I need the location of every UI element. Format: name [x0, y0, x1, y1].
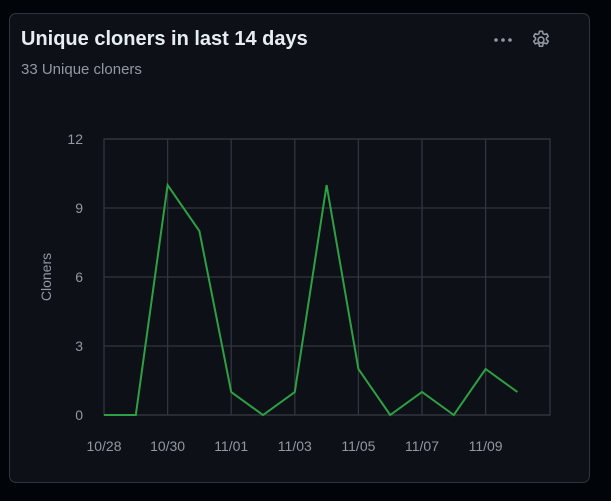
y-tick-label: 12	[67, 131, 83, 147]
chart-series	[104, 185, 517, 415]
x-tick-label: 11/07	[405, 438, 439, 454]
x-tick-label: 11/09	[469, 438, 503, 454]
x-axis-ticks: 10/28 10/30 11/01 11/03 11/05 11/07 11/09	[86, 438, 502, 454]
y-axis-label: Cloners	[38, 253, 54, 301]
x-tick-label: 11/01	[214, 438, 248, 454]
y-tick-label: 3	[75, 338, 83, 354]
series-line	[104, 185, 517, 415]
y-tick-label: 0	[75, 407, 83, 423]
y-axis-ticks: 0 3 6 9 12	[67, 131, 83, 423]
x-tick-label: 11/05	[341, 438, 375, 454]
y-tick-label: 6	[75, 269, 83, 285]
y-tick-label: 9	[75, 200, 83, 216]
x-tick-label: 10/28	[86, 438, 121, 454]
x-tick-label: 11/03	[278, 438, 312, 454]
x-tick-label: 10/30	[150, 438, 185, 454]
